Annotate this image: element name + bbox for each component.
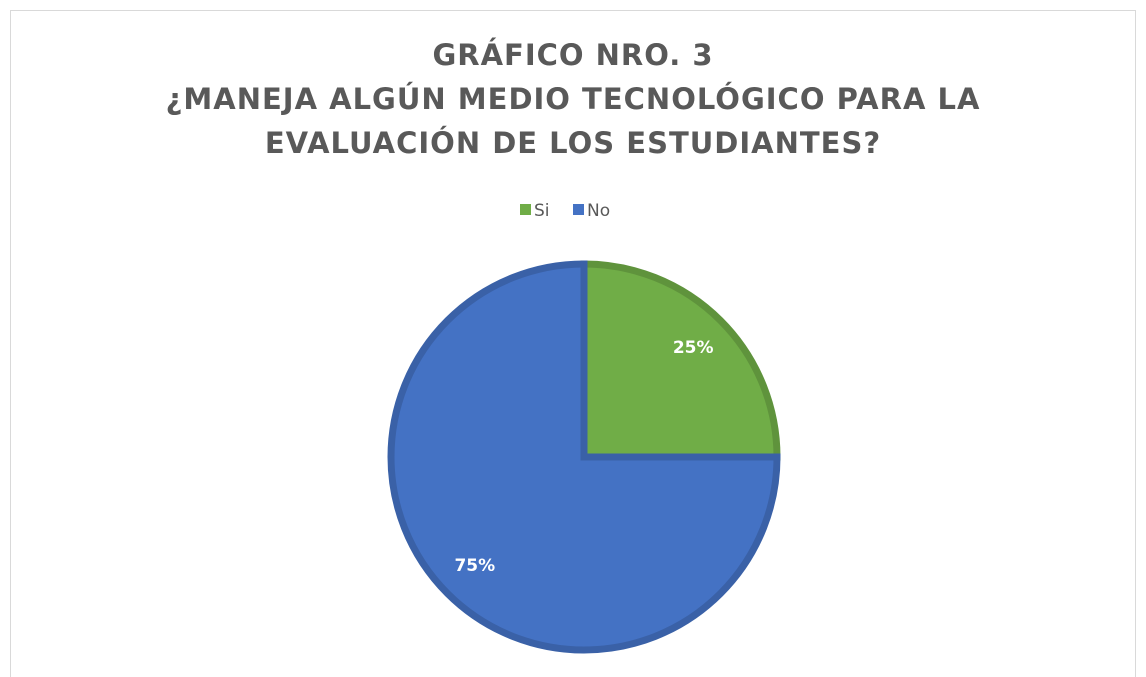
data-label: 75% <box>454 556 495 576</box>
legend-label: Si <box>534 201 550 221</box>
chart-title: EVALUACIÓN DE LOS ESTUDIANTES? <box>265 126 881 160</box>
pie-slice <box>387 260 781 654</box>
legend-label: No <box>587 201 610 221</box>
legend-swatch <box>573 204 584 215</box>
data-label: 25% <box>673 338 714 358</box>
legend-swatch <box>520 204 531 215</box>
pie-slice <box>580 260 781 461</box>
chart-title: GRÁFICO NRO. 3 <box>432 38 713 72</box>
chart-title: ¿MANEJA ALGÚN MEDIO TECNOLÓGICO PARA LA <box>166 82 981 116</box>
